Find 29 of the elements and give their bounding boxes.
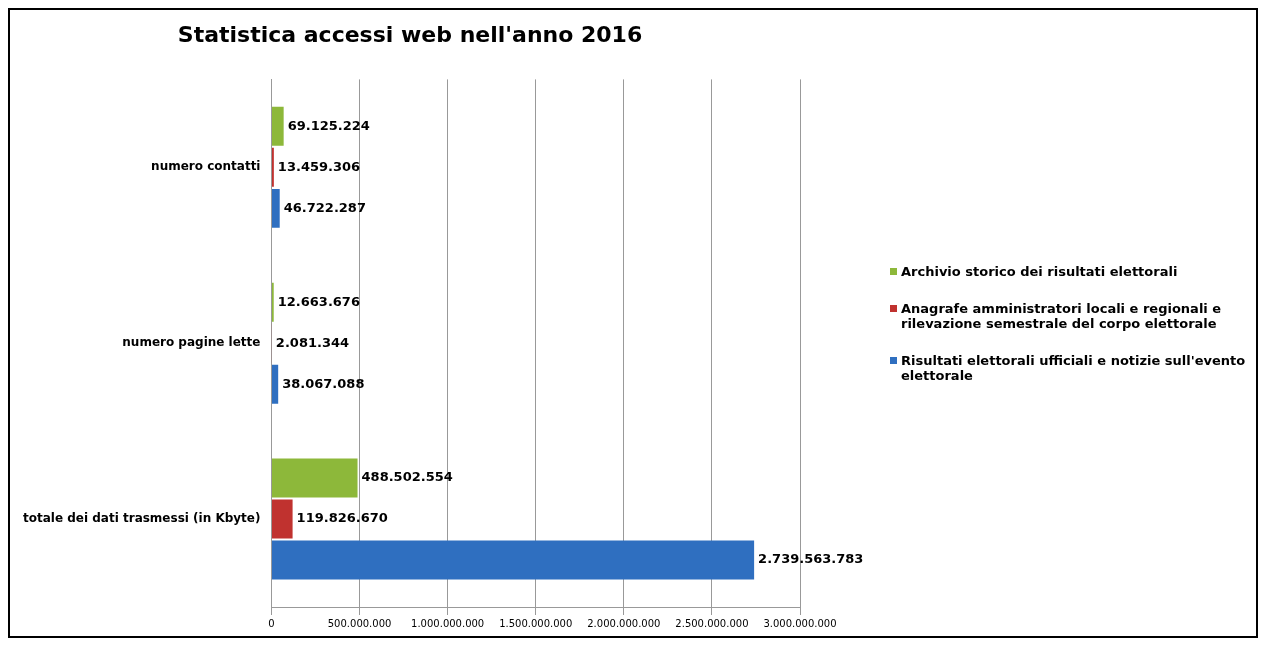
x-tick-label: 3.000.000.000 [763, 617, 837, 629]
bar [271, 106, 284, 146]
y-tick-label: totale dei dati trasmessi (in Kbyte) [23, 511, 261, 526]
data-label: 12.663.676 [277, 293, 360, 309]
data-label: 13.459.306 [277, 158, 361, 174]
data-label: 2.081.344 [275, 334, 350, 350]
bar [271, 458, 358, 498]
x-tick-label: 500.000.000 [327, 617, 392, 629]
x-tick-label: 2.000.000.000 [587, 617, 661, 629]
x-tick-label: 1.000.000.000 [411, 617, 485, 629]
bar [271, 499, 293, 539]
data-label: 38.067.088 [282, 375, 365, 391]
data-label: 2.739.563.783 [758, 551, 864, 567]
bar [271, 540, 755, 580]
x-tick-label: 2.500.000.000 [675, 617, 749, 629]
data-label: 119.826.670 [296, 510, 388, 526]
x-tick-label: 1.500.000.000 [499, 617, 573, 629]
y-tick-label: numero contatti [151, 159, 261, 174]
x-tick-label: 0 [268, 617, 275, 629]
data-label: 488.502.554 [361, 469, 453, 485]
legend-label: Archivio storico dei risultati elettorali [901, 263, 1178, 279]
legend-label: Anagrafe amministratori locali e regionali e rilevazione semestrale del corpo elettorale [901, 300, 1223, 331]
bar [271, 364, 279, 404]
legend-label: Risultati elettorali ufficiali e notizie sull'evento elettorale [901, 352, 1247, 383]
y-tick-label: numero pagine lette [122, 335, 261, 350]
data-label: 46.722.287 [283, 199, 366, 215]
chart-title: Statistica accessi web nell'anno 2016 [177, 21, 643, 47]
bar [271, 188, 280, 228]
data-label: 69.125.224 [287, 117, 370, 133]
